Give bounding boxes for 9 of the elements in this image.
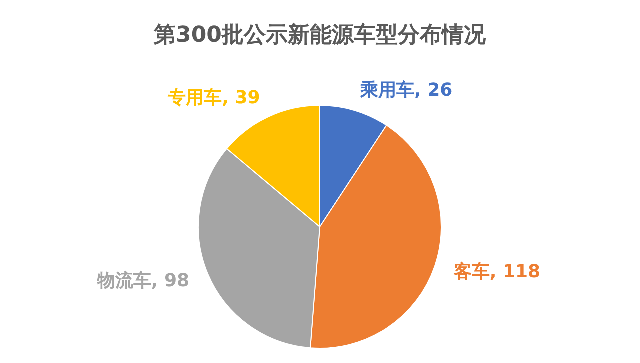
slice-label: 专用车: [167, 87, 222, 108]
chart-title: 第300批公示新能源车型分布情况: [153, 22, 487, 50]
slice-label: 客车: [452, 262, 490, 282]
data-label: , 118: [490, 262, 541, 282]
slice-label: 乘用车: [360, 80, 415, 102]
data-label: , 98: [151, 270, 190, 292]
data-label: , 39: [222, 87, 260, 108]
data-label: , 26: [414, 80, 453, 102]
slice-label: 物流车: [96, 270, 152, 292]
